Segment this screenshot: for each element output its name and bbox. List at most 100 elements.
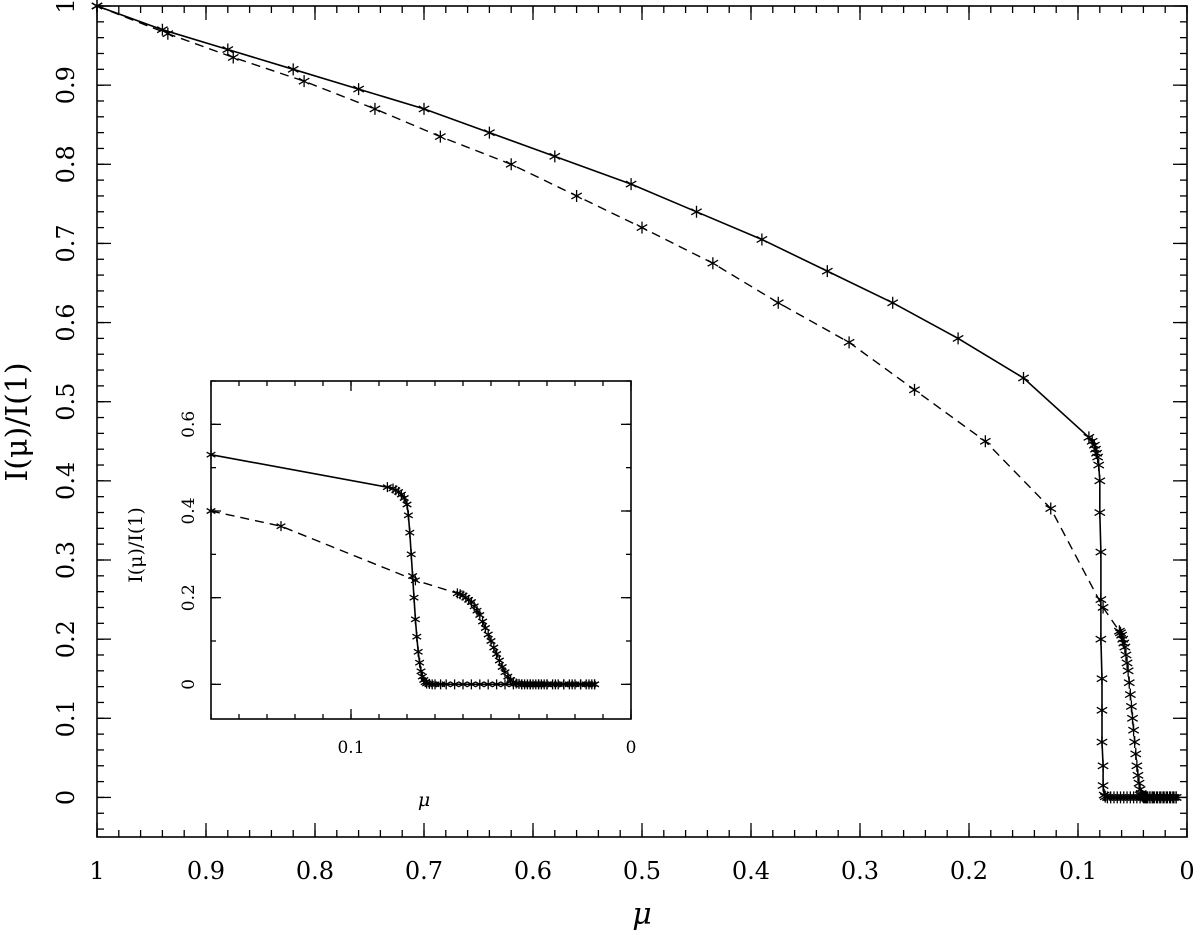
y-tick-label: 0.3 <box>52 541 80 579</box>
inset-data-point-solid <box>405 527 415 538</box>
inset-y-axis-label: I(μ)/I(1) <box>125 507 147 583</box>
data-point-solid <box>483 126 495 139</box>
y-tick-label: 0 <box>52 790 80 805</box>
y-tick-label: 0.7 <box>52 224 80 262</box>
x-axis-label: μ <box>632 897 652 932</box>
data-point-dashed <box>1114 626 1127 639</box>
x-tick-label: 0.7 <box>405 857 443 885</box>
inset-y-tick-label: 0.6 <box>179 411 199 438</box>
x-tick-label: 0.2 <box>950 857 988 885</box>
y-tick-label: 0.6 <box>52 303 80 341</box>
data-point-dashed <box>1119 641 1131 654</box>
data-point-solid <box>222 43 234 56</box>
data-point-solid <box>821 265 833 278</box>
inset-data-point-solid <box>458 679 468 690</box>
inset-series-line-solid <box>210 453 595 686</box>
y-tick-label: 0.1 <box>52 699 80 737</box>
data-point-dashed <box>1133 777 1145 790</box>
inset-y-tick-label: 0.4 <box>179 497 199 524</box>
data-point-solid <box>549 150 561 163</box>
inset-data-point-solid <box>475 679 485 690</box>
data-point-solid <box>1094 506 1106 519</box>
data-point-solid <box>690 205 703 218</box>
plot-frame <box>96 5 1188 838</box>
data-point-dashed <box>571 189 583 202</box>
inset-plot: 0.1 0 0 0.2 0.4 0.6 μ I(μ)/I(1) <box>125 380 637 811</box>
inset-data-point-solid <box>412 631 422 642</box>
data-point-solid <box>1093 459 1105 472</box>
inset-data-point-solid <box>409 592 419 603</box>
inset-y-tick-label: 0.2 <box>179 584 199 611</box>
inset-data-point-solid <box>466 679 477 690</box>
data-point-dashed <box>434 130 446 143</box>
data-point-dashed <box>1045 502 1057 515</box>
data-point-dashed <box>636 221 648 234</box>
inset-data-point-solid <box>403 510 414 521</box>
inset-x-axis-label: μ <box>418 789 430 811</box>
data-point-solid <box>353 83 365 96</box>
data-point-solid <box>287 63 299 76</box>
x-tick-label: 0.5 <box>623 857 661 885</box>
data-point-solid <box>887 296 899 309</box>
data-point-dashed <box>1124 688 1136 701</box>
inset-data-point-dashed <box>410 575 421 586</box>
data-point-dashed <box>1129 736 1141 749</box>
data-point-dashed <box>1168 791 1180 804</box>
data-point-dashed <box>979 435 991 448</box>
inset-series-line-dashed <box>210 510 595 685</box>
inset-data-point-solid <box>416 666 426 677</box>
data-point-solid <box>952 332 964 345</box>
data-point-dashed <box>1126 712 1139 725</box>
data-point-solid <box>1095 546 1107 559</box>
series-line-solid <box>96 5 1177 799</box>
data-point-dashed <box>91 0 103 12</box>
inset-y-tick-label: 0 <box>179 679 199 690</box>
inset-plot-frame <box>210 380 632 720</box>
inset-data-point-solid <box>449 679 460 690</box>
data-point-dashed <box>162 27 174 40</box>
inset-data-point-solid <box>491 679 502 690</box>
x-tick-label: 1 <box>89 857 104 885</box>
data-point-solid <box>756 233 768 246</box>
data-point-dashed <box>1146 791 1158 804</box>
data-point-dashed <box>1131 759 1143 772</box>
data-point-solid <box>156 23 168 36</box>
x-tick-label: 0.9 <box>187 857 225 885</box>
y-tick-label: 0.8 <box>52 145 80 183</box>
inset-data-point-solid <box>410 614 421 625</box>
inset-x-tick-label: 0.1 <box>337 738 364 758</box>
inset-data-point-solid <box>500 679 510 690</box>
inset-data-point-solid <box>206 449 216 460</box>
data-point-solid <box>1092 451 1104 464</box>
x-tick-label: 0 <box>1179 857 1194 885</box>
inset-data-point-solid <box>413 646 423 657</box>
data-point-solid <box>1096 672 1108 685</box>
data-point-dashed <box>843 336 855 349</box>
inset-data-point-solid <box>414 657 425 668</box>
inset-data-point-solid <box>402 499 412 510</box>
data-point-dashed <box>1123 676 1135 689</box>
data-point-dashed <box>1132 769 1144 782</box>
x-tick-label: 0.4 <box>732 857 770 885</box>
data-point-dashed <box>1097 601 1109 614</box>
data-point-dashed <box>707 257 719 270</box>
y-tick-label: 0.2 <box>52 620 80 658</box>
data-point-dashed <box>1125 700 1137 713</box>
data-point-solid <box>1096 736 1108 749</box>
y-tick-label: 0.4 <box>52 462 80 500</box>
y-tick-label: 0.9 <box>52 66 80 104</box>
inset-data-point-solid <box>441 679 451 690</box>
inset-data-point-dashed <box>589 679 600 690</box>
inset-x-tick-label: 0 <box>626 738 637 758</box>
y-tick-label: 0.5 <box>52 383 80 421</box>
data-point-dashed <box>369 102 381 115</box>
x-tick-label: 0.3 <box>841 857 879 885</box>
x-tick-label: 0.8 <box>296 857 334 885</box>
inset-data-point-dashed <box>206 506 216 516</box>
data-point-dashed <box>227 51 239 64</box>
inset-data-point-dashed <box>276 521 286 532</box>
data-point-solid <box>1094 474 1106 487</box>
data-point-dashed <box>505 158 517 171</box>
